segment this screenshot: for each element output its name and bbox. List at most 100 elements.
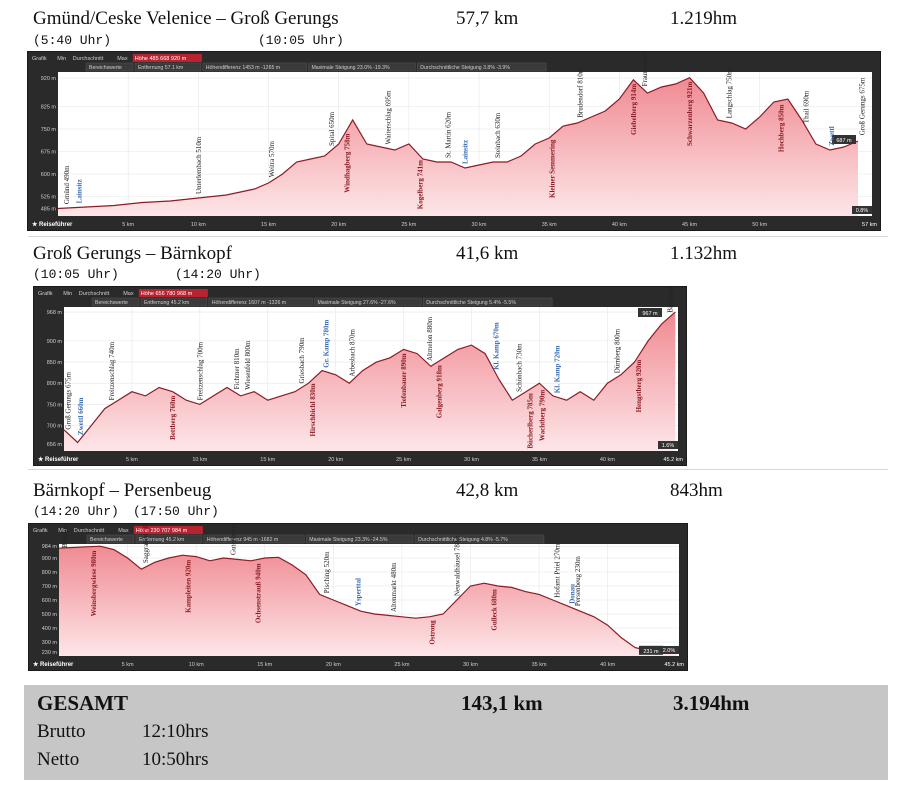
- x-tick-label: 40 km: [612, 222, 627, 228]
- waypoint-label: Altmelon 880m: [426, 316, 434, 361]
- waypoint-label: Kogelberg 741m: [417, 160, 425, 209]
- info-bar-value: Durchschnittliche Steigung 4.8% -5.7%: [418, 537, 508, 543]
- x-tick-label: 30 km: [472, 222, 487, 228]
- waypoint-label: Wachtberg 790m: [539, 390, 547, 441]
- waypoint-label: Kl. Kamp 720m: [554, 345, 562, 393]
- y-tick-label: 750 m: [47, 402, 63, 408]
- x-tick-label: 5 km: [122, 222, 134, 228]
- waypoint-label: Persenbeug 230m: [574, 556, 582, 607]
- y-tick-label: 800 m: [47, 381, 63, 387]
- y-tick-label: 700 m: [47, 424, 63, 430]
- waypoint-label: Unterlembach 510m: [195, 136, 203, 194]
- waypoint-label: Gutenbrunn 865m: [230, 524, 238, 555]
- elevation-chart-svg: Grafik Min Durchschnitt Max Höhe 230 707 984…: [33, 524, 684, 668]
- toolbar-item[interactable]: Max: [123, 291, 134, 297]
- elevation-area: [59, 546, 677, 656]
- y-tick-label: 675 m: [41, 150, 57, 156]
- waypoint-label: Arbesbach 870m: [349, 329, 357, 377]
- elevation-area: [64, 312, 676, 451]
- toolbar-item[interactable]: Grafik: [38, 291, 53, 297]
- elevation-line: [63, 311, 676, 444]
- waypoint-label: Hochberg 850m: [777, 104, 785, 152]
- toolbar-item[interactable]: Min: [63, 291, 72, 297]
- waypoint-label: Fraunwieserteich 830m: [641, 52, 649, 86]
- stage-2-elevation-chart: Grafik Min Durchschnitt Max Höhe 656 780 968…: [33, 286, 687, 466]
- waypoint-label: Donau: [569, 584, 577, 604]
- toolbar-hoehe[interactable]: Höhe 485 668 920 m: [135, 56, 187, 62]
- x-tick-label: 35 km: [532, 457, 547, 463]
- info-bar-value: Höhendifferenz 1453 m -1265 m: [206, 65, 280, 71]
- stage-3-elevation-gain: 843hm: [670, 480, 723, 501]
- waypoint-label: Bettberg 760m: [169, 396, 177, 440]
- y-tick-label: 485 m: [41, 207, 57, 213]
- stage-2-title: Groß Gerungs – Bärnkopf: [33, 243, 232, 264]
- waypoint-label: Kampleiten 920m: [184, 560, 192, 613]
- toolbar-hoehe[interactable]: Höhe 656 780 968 m: [141, 291, 193, 297]
- waypoint-label: Groß Gerungs 675m: [65, 371, 73, 429]
- y-tick-label: 600 m: [41, 172, 57, 178]
- x-end-label: 45.2 km: [663, 457, 683, 463]
- toolbar-item[interactable]: Min: [58, 528, 67, 534]
- toolbar-item[interactable]: Durchschnitt: [74, 528, 105, 534]
- elevation-line: [57, 76, 859, 210]
- x-tick-label: 10 km: [189, 662, 204, 668]
- waypoint-label: Bärnkopf 970m: [666, 287, 674, 313]
- x-tick-label: 25 km: [401, 222, 416, 228]
- waypoint-label: Hofamt Priel 270m: [553, 543, 561, 598]
- x-tick-label: 45 km: [682, 222, 697, 228]
- elevation-chart-svg: Grafik Min Durchschnitt Max Höhe 656 780 968…: [38, 287, 683, 463]
- x-end-label: 57 km: [862, 222, 877, 228]
- elevation-area: [58, 77, 858, 216]
- toolbar-item[interactable]: Grafik: [32, 56, 47, 62]
- waypoint-label: Brudendorf 810m: [577, 67, 585, 118]
- waypoint-label: Weitra 570m: [268, 140, 276, 177]
- waypoint-label: Tiefenbauer 890m: [400, 353, 408, 408]
- toolbar-item[interactable]: Max: [117, 56, 128, 62]
- current-height-badge: 687 m: [836, 138, 852, 144]
- toolbar-hoehe[interactable]: Höhe 230 707 984 m: [136, 528, 188, 534]
- y-tick-label: 825 m: [41, 105, 57, 111]
- reisefuehrer-logo[interactable]: ★ Reiseführer: [32, 221, 73, 228]
- stage-3-start-time: (14:20 Uhr): [33, 504, 119, 519]
- x-tick-label: 40 km: [600, 662, 615, 668]
- stage-1-elevation-gain: 1.219hm: [670, 8, 738, 29]
- toolbar-item[interactable]: Durchschnitt: [79, 291, 110, 297]
- reisefuehrer-logo[interactable]: ★ Reiseführer: [38, 456, 79, 463]
- chart-info-bar: Bereichswerte Entfernung 57.1 km Höhendiff…: [85, 62, 547, 72]
- waypoint-label: Ostrong: [429, 620, 437, 645]
- stage-3-elevation-chart: Grafik Min Durchschnitt Max Höhe 230 707 984…: [28, 523, 688, 671]
- x-tick-label: 20 km: [331, 222, 346, 228]
- waypoint-label: Gmünd 490m: [63, 165, 71, 204]
- waypoint-label: Freitzenschlag 700m: [196, 341, 204, 400]
- y-tick-label: 656 m: [47, 442, 63, 448]
- reisefuehrer-logo[interactable]: ★ Reiseführer: [33, 661, 74, 668]
- x-tick-label: 20 km: [328, 457, 343, 463]
- stage-2-end-time: (14:20 Uhr): [175, 267, 261, 282]
- waypoint-label: Gr. Kamp 780m: [323, 319, 331, 367]
- x-tick-label: 15 km: [260, 457, 275, 463]
- waypoint-label: Bücherlberg 785m: [526, 393, 534, 449]
- waypoint-label: Groß Gerungs 675m: [859, 77, 867, 135]
- y-tick-label: 600 m: [42, 598, 58, 604]
- y-tick-label: 230 m: [42, 650, 58, 656]
- y-tick-label: 800 m: [42, 570, 58, 576]
- toolbar-item[interactable]: Max: [118, 528, 129, 534]
- waypoint-label: Lainsitz: [462, 140, 470, 164]
- toolbar-item[interactable]: Durchschnitt: [73, 56, 104, 62]
- info-bar-value: Durchschnittliche Steigung 5.4% -5.5%: [426, 300, 516, 306]
- toolbar-hoehe-badge: [132, 54, 202, 62]
- x-end-label: 45.2 km: [664, 662, 684, 668]
- stage-1-end-time: (10:05 Uhr): [258, 33, 344, 48]
- waypoint-label: Zwettl: [828, 126, 836, 145]
- y-tick-label: 900 m: [47, 339, 63, 345]
- toolbar-item[interactable]: Min: [57, 56, 66, 62]
- stage-1-start-time: (5:40 Uhr): [33, 33, 112, 48]
- waypoint-label: Dürnberg 800m: [613, 328, 621, 373]
- summary-elevation-gain: 3.194hm: [673, 691, 750, 715]
- waypoint-label: Galgenberg 918m: [435, 365, 443, 418]
- x-tick-label: 20 km: [326, 662, 341, 668]
- x-tick-label: 15 km: [261, 222, 276, 228]
- info-bar-value: Maximale Steigung 23.3% -24.5%: [309, 537, 388, 543]
- brutto-value: 12:10hrs: [142, 721, 209, 742]
- toolbar-item[interactable]: Grafik: [33, 528, 48, 534]
